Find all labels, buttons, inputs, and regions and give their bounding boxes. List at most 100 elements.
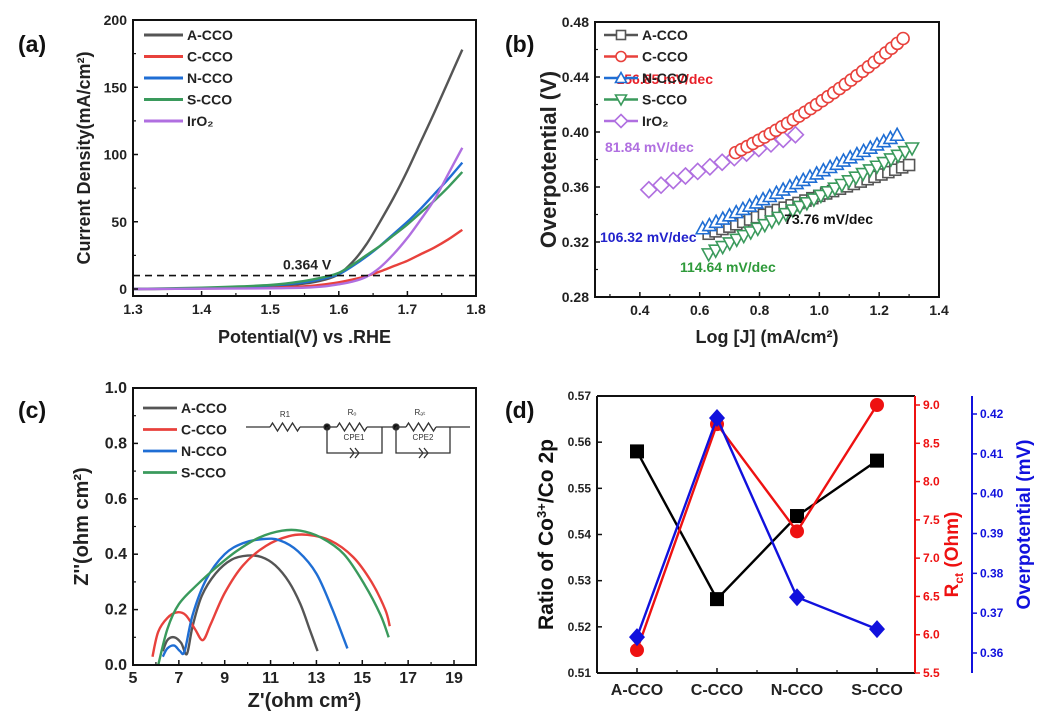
x-tick-label: 7: [174, 670, 183, 687]
series-line-scco: [157, 528, 390, 666]
y-right-tick-label: 7.0: [923, 551, 940, 565]
data-point-square: [710, 592, 724, 607]
series-line-0: [635, 450, 878, 602]
y-tick-label: 0.48: [562, 14, 589, 30]
y-axis-label: Overpotential (V): [536, 71, 561, 248]
y-tick-label: 50: [111, 214, 127, 230]
y-tick-label: 0.51: [568, 666, 592, 680]
plot-frame: [132, 19, 477, 297]
y-right-axis-label: Rct (Ohm): [942, 512, 966, 598]
series-line-acco: [133, 49, 464, 291]
panel-label: (d): [505, 397, 534, 423]
panel-a: 0.364 V 1.3 1.4 1.5 1.6 1.7 1.8 0 50 100 150 200 Pot…: [74, 12, 486, 347]
x-tick-label: 0.8: [750, 302, 770, 318]
data-point-diamond: [869, 620, 885, 639]
x-tick-label: 1.3: [123, 301, 143, 317]
marker-triangle-up: [889, 126, 905, 142]
y-tick-label: 0.54: [568, 528, 592, 542]
slope-annotation: 81.84 mV/dec: [605, 139, 694, 155]
x-tick-label: 1.4: [929, 302, 949, 318]
legend-label: S-CCO: [642, 92, 687, 108]
x-tick-label: 9: [220, 670, 229, 687]
y-tick-label: 0.6: [105, 491, 127, 508]
data-point-diamond: [629, 628, 645, 647]
series-line-2: [635, 414, 878, 638]
legend-label: A-CCO: [181, 400, 227, 416]
category-label: C-CCO: [691, 682, 743, 699]
series-line-iro: [133, 147, 464, 291]
data-point-square: [630, 444, 644, 459]
y-tick-label: 0.28: [562, 289, 589, 305]
marker-diamond: [613, 113, 629, 129]
resistor-r1: [269, 421, 301, 433]
equivalent-circuit-inset: [246, 421, 470, 459]
legend-label: A-CCO: [642, 27, 688, 43]
data-point-diamond: [709, 408, 725, 427]
y-right2-axis-label: Overpotential (mV): [1014, 440, 1035, 610]
legend-label: C-CCO: [642, 49, 688, 65]
y-axis-label: Ratio of Co3+/Co 2p: [534, 439, 558, 630]
panel-d: A-CCO C-CCO N-CCO S-CCO 0.51 0.52 0.53 0.54 0.55…: [534, 389, 1035, 699]
x-tick-label: 17: [399, 670, 417, 687]
y-tick-label: 0.36: [562, 179, 589, 195]
series-line-acco: [161, 554, 319, 656]
y-right-tick-label: 7.5: [923, 513, 940, 527]
x-tick-label: 1.8: [466, 301, 486, 317]
x-tick-label: 11: [262, 670, 279, 687]
slope-annotation: 106.32 mV/dec: [600, 229, 697, 245]
marker-circle: [896, 31, 910, 46]
x-tick-label: 15: [353, 670, 371, 687]
marker-square: [615, 29, 627, 41]
data-point-square: [790, 509, 804, 524]
panel-label: (a): [18, 31, 46, 57]
x-tick-label: 5: [129, 670, 138, 687]
x-tick-label: 1.4: [192, 301, 212, 317]
legend-label: N-CCO: [187, 70, 233, 86]
y-axis-label: Z''(ohm cm²): [71, 467, 93, 585]
data-point-square: [870, 453, 884, 468]
panel-label: (b): [505, 31, 534, 57]
x-axis-label: Log [J] (mA/cm²): [696, 327, 839, 347]
reference-label: 0.364 V: [283, 257, 332, 273]
y-tick-label: 0.52: [568, 620, 592, 634]
circuit-label: CPE2: [413, 433, 434, 442]
x-tick-label: 1.0: [810, 302, 830, 318]
circuit-label: CPE1: [344, 433, 365, 442]
slope-annotation: 156.85 mV/dec: [616, 71, 713, 87]
y-right2-tick-label: 0.39: [980, 527, 1004, 541]
y-tick-label: 150: [104, 79, 128, 95]
marker-triangle-down: [904, 142, 920, 157]
marker-triangle-up: [614, 70, 628, 84]
series-iro: [639, 125, 805, 199]
y-right2-tick-label: 0.37: [980, 606, 1004, 620]
panel-label: (c): [18, 397, 46, 423]
data-point-diamond: [789, 588, 805, 607]
category-label: A-CCO: [611, 682, 663, 699]
category-label: N-CCO: [771, 682, 823, 699]
series-line-ncco: [161, 537, 349, 658]
marker-triangle-down: [614, 94, 628, 107]
y-tick-label: 0.55: [568, 481, 592, 495]
data-point-circle: [630, 643, 644, 658]
y-tick-label: 0.2: [105, 602, 127, 619]
cpe2-symbol: [418, 447, 429, 459]
legend-label: S-CCO: [181, 465, 226, 481]
data-point-circle: [870, 398, 884, 412]
marker-diamond: [786, 125, 805, 144]
circuit-label: R1: [280, 410, 291, 419]
slope-annotation: 73.76 mV/dec: [784, 211, 873, 227]
y-right-tick-label: 8.0: [923, 475, 940, 489]
marker-circle: [615, 50, 627, 63]
series-line-1: [635, 404, 879, 651]
x-tick-label: 1.6: [329, 301, 349, 317]
x-tick-label: 1.5: [260, 301, 280, 317]
x-tick-label: 1.2: [869, 302, 889, 318]
y-axis-label: Current Density(mA/cm²): [74, 51, 94, 264]
y-right2-tick-label: 0.40: [980, 487, 1004, 501]
x-axis-label: Potential(V) vs .RHE: [218, 327, 391, 347]
y-tick-label: 200: [104, 12, 128, 28]
y-tick-label: 0.57: [568, 389, 592, 403]
x-tick-label: 0.6: [690, 302, 710, 318]
x-axis-label: Z'(ohm cm²): [248, 690, 362, 712]
